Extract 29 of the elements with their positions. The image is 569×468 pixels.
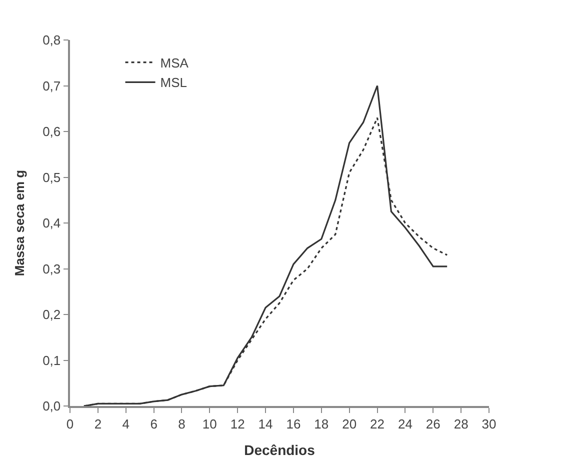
x-tick-label: 12 (230, 416, 245, 432)
y-tick-label: 0,5 (42, 170, 61, 185)
x-tick-label: 22 (370, 416, 385, 432)
x-tick-label: 28 (454, 416, 468, 432)
y-tick-label: 0,0 (42, 398, 61, 414)
y-tick-label: 0,7 (42, 78, 61, 94)
y-tick-label: 0,4 (42, 216, 61, 231)
x-tick-label: 26 (426, 416, 440, 432)
x-tick-label: 30 (482, 416, 496, 432)
y-tick-label: 0,8 (42, 32, 61, 48)
x-axis-title: Decêndios (244, 442, 316, 458)
y-axis-title: Massa seca em g (12, 170, 28, 276)
x-tick-label: 18 (314, 416, 329, 432)
legend-label: MSA (160, 55, 189, 70)
legend-label: MSL (160, 75, 188, 90)
y-tick-label: 0,3 (42, 261, 61, 276)
x-tick-label: 8 (178, 416, 186, 432)
y-tick-label: 0,2 (42, 307, 61, 322)
x-tick-label: 6 (150, 416, 158, 432)
x-tick-label: 0 (66, 416, 74, 432)
y-tick-label: 0,1 (42, 352, 61, 368)
x-tick-label: 24 (398, 416, 412, 432)
x-tick-label: 20 (342, 416, 357, 432)
x-tick-label: 4 (122, 416, 130, 432)
y-tick-label: 0,6 (42, 124, 61, 140)
x-tick-label: 14 (258, 416, 273, 432)
x-tick-label: 10 (202, 416, 217, 432)
x-tick-label: 16 (286, 416, 301, 432)
x-tick-label: 2 (94, 416, 102, 432)
